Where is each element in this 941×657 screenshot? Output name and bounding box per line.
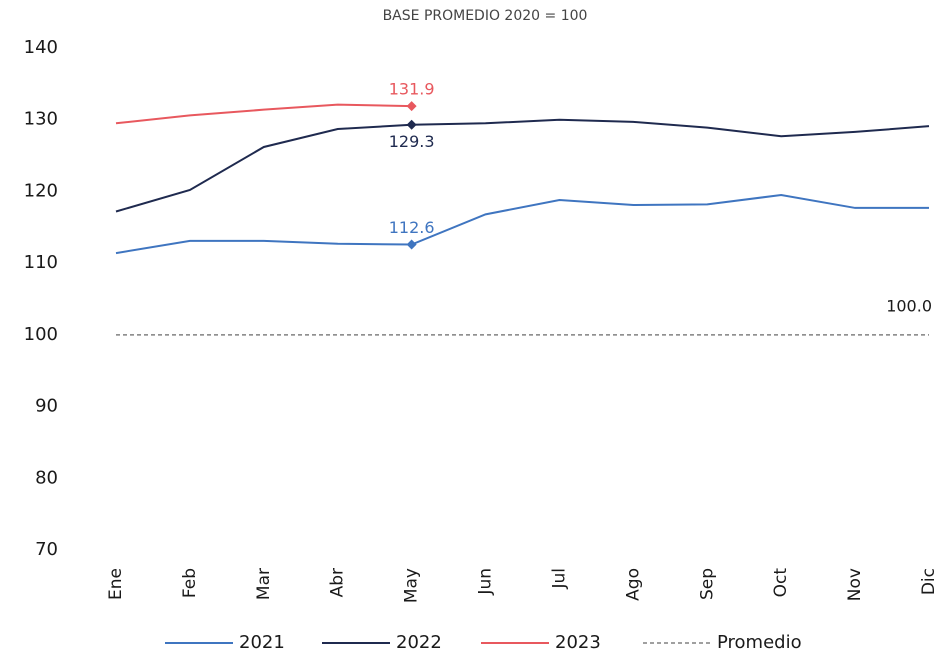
x-tick-label: Jun <box>476 568 496 596</box>
y-tick-label: 90 <box>35 396 58 417</box>
y-tick-label: 130 <box>24 109 58 130</box>
x-tick-label: Nov <box>845 568 865 601</box>
point-marker <box>406 119 417 130</box>
x-tick-label: Jul <box>549 568 569 590</box>
x-tick-label: May <box>402 568 422 603</box>
y-tick-label: 110 <box>24 252 58 273</box>
legend-label: 2022 <box>396 632 442 653</box>
y-tick-label: 140 <box>24 37 58 58</box>
series-line <box>115 118 930 213</box>
y-tick-label: 70 <box>35 539 58 560</box>
point-marker <box>406 101 417 112</box>
x-tick-label: Ene <box>106 568 126 600</box>
legend-label: 2023 <box>555 632 601 653</box>
value-label: 100.0 <box>886 296 932 315</box>
legend-label: Promedio <box>717 632 802 653</box>
x-tick-label: Abr <box>328 568 348 597</box>
x-tick-label: Sep <box>697 568 717 600</box>
y-tick-label: 120 <box>24 180 58 201</box>
y-tick-label: 100 <box>24 324 58 345</box>
value-label: 131.9 <box>389 80 435 99</box>
x-tick-label: Ago <box>623 568 643 601</box>
value-label: 112.6 <box>389 218 435 237</box>
series-line <box>115 103 412 125</box>
x-tick-label: Mar <box>254 568 274 600</box>
x-tick-label: Dic <box>919 568 939 595</box>
y-tick-label: 80 <box>35 467 58 488</box>
legend-label: 2021 <box>239 632 285 653</box>
value-label: 129.3 <box>389 132 435 151</box>
point-marker <box>406 239 417 250</box>
x-tick-label: Feb <box>180 568 200 598</box>
x-tick-label: Oct <box>771 568 791 598</box>
series-line <box>115 194 929 255</box>
chart-title: BASE PROMEDIO 2020 = 100 <box>383 8 588 24</box>
